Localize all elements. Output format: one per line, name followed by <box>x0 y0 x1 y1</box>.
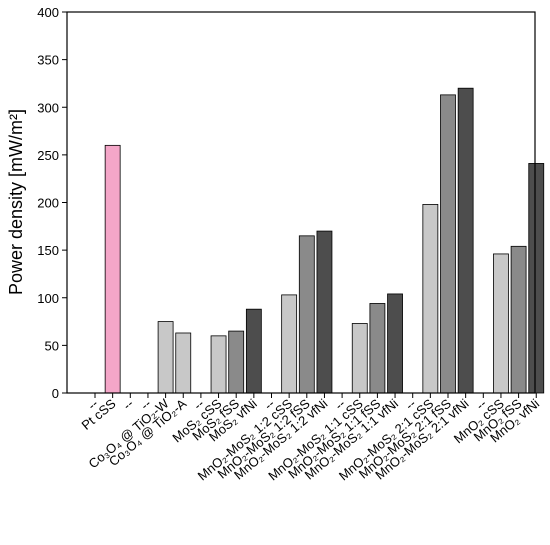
bar <box>245 308 262 394</box>
bar <box>175 332 192 394</box>
y-tick-label: 200 <box>37 196 59 211</box>
bar <box>457 87 474 394</box>
bar <box>369 303 386 394</box>
y-tick-label: 0 <box>52 386 59 401</box>
bar <box>528 163 545 394</box>
bar <box>210 335 227 394</box>
bar <box>387 293 403 394</box>
bar <box>157 321 174 394</box>
y-tick-label: 400 <box>37 5 59 20</box>
y-tick-label: 150 <box>37 243 59 258</box>
plot-frame <box>66 11 536 394</box>
y-tick-label: 100 <box>37 291 59 306</box>
bar <box>510 245 527 394</box>
y-axis-ticks: 0 50 100 150 200 250 300 350 400 <box>37 5 67 401</box>
bars-group <box>104 87 545 394</box>
x-tick-label: -- <box>120 396 136 413</box>
bar <box>493 253 509 394</box>
bar <box>281 294 298 394</box>
bar <box>440 94 456 394</box>
y-tick-label: 50 <box>45 338 59 353</box>
bar <box>228 330 245 394</box>
bar <box>298 235 315 394</box>
bar <box>316 230 333 394</box>
bar <box>422 204 439 394</box>
bar <box>104 144 121 394</box>
y-tick-label: 300 <box>37 100 59 115</box>
y-axis-title: Power density [mW/m²] <box>6 109 26 295</box>
y-tick-label: 250 <box>37 148 59 163</box>
bar <box>351 323 368 394</box>
y-tick-label: 350 <box>37 53 59 68</box>
